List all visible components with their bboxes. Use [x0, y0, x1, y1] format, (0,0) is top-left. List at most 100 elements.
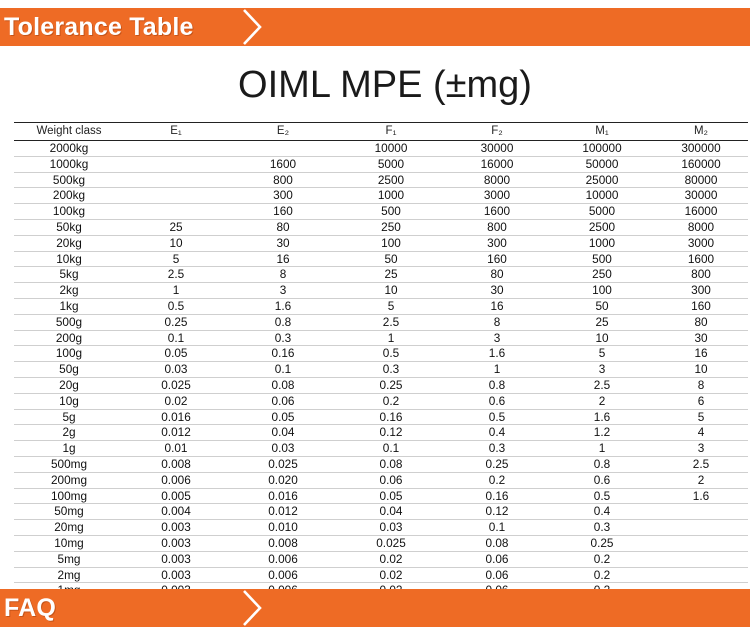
tolerance-cell: 0.16: [485, 488, 509, 503]
table-row: 200kg 300 1000 3000 10000 30000: [14, 187, 748, 203]
table-row: 200g 0.1 0.3 1 3 10 30: [14, 329, 748, 346]
tolerance-cell: 0.05: [164, 346, 188, 361]
tolerance-cell: 0.02: [164, 393, 188, 408]
weight-class-cell: 20g: [59, 377, 79, 392]
tolerance-cell: 0.025: [376, 535, 406, 550]
faq-banner: FAQ: [0, 589, 750, 627]
weight-class-cell: 50kg: [56, 219, 82, 234]
tolerance-cell: [654, 536, 748, 551]
tolerance-cell: 0.04: [271, 425, 295, 440]
tolerance-cell: 0.020: [268, 472, 298, 487]
tolerance-cell: 4: [697, 425, 705, 440]
tolerance-cell: 1000: [588, 235, 616, 250]
tolerance-cell: 8000: [687, 219, 715, 234]
tolerance-cell: 1: [598, 441, 606, 456]
tolerance-cell: 160: [487, 251, 507, 266]
tolerance-cell: 2.5: [692, 456, 710, 471]
weight-class-cell: 10g: [59, 393, 79, 408]
weight-class-cell: 200g: [55, 330, 83, 345]
tolerance-cell: 2: [598, 393, 606, 408]
tolerance-cell: 0.1: [274, 362, 292, 377]
tolerance-cell: 16000: [480, 156, 514, 171]
tolerance-cell: 30: [694, 330, 708, 345]
tolerance-cell: [228, 141, 338, 156]
tolerance-cell: 80: [490, 267, 504, 282]
tolerance-cell: 0.05: [379, 488, 403, 503]
weight-class-cell: 1kg: [59, 298, 79, 313]
column-header: M₁: [595, 125, 609, 137]
tolerance-cell: 0.2: [593, 551, 611, 566]
tolerance-cell: 0.1: [382, 441, 400, 456]
tolerance-cell: 0.8: [488, 377, 506, 392]
tolerance-cell: 5: [387, 298, 395, 313]
tolerance-cell: 0.12: [485, 504, 509, 519]
tolerance-cell: 10000: [374, 141, 408, 155]
tolerance-cell: 0.03: [271, 441, 295, 456]
table-row: 20kg 10 30 100 300 1000 3000: [14, 234, 748, 251]
tolerance-cell: 0.012: [161, 425, 191, 440]
page-title: OIML MPE (±mg): [238, 64, 532, 106]
tolerance-cell: 0.012: [268, 504, 298, 519]
banner-title: FAQ: [4, 594, 56, 622]
tolerance-cell: 0.006: [268, 567, 298, 582]
weight-class-cell: 20mg: [54, 520, 84, 535]
tolerance-cell: 0.016: [268, 488, 298, 503]
tolerance-cell: 0.008: [268, 535, 298, 550]
tolerance-cell: 0.25: [379, 377, 403, 392]
tolerance-cell: 0.25: [164, 314, 188, 329]
tolerance-cell: 1.2: [593, 425, 611, 440]
tolerance-cell: 25000: [585, 172, 619, 187]
tolerance-cell: 100: [381, 235, 401, 250]
table-row: 20g 0.025 0.08 0.25 0.8 2.5 8: [14, 376, 748, 393]
table-row: 500kg 800 2500 8000 25000 80000: [14, 171, 748, 188]
tolerance-cell: 0.2: [382, 393, 400, 408]
tolerance-cell: [124, 173, 228, 188]
table-row: 2000kg 10000 30000 100000 300000: [14, 141, 748, 156]
tolerance-cell: 3: [279, 283, 287, 298]
chevron-right-icon: [243, 590, 262, 626]
weight-class-cell: 2000kg: [49, 141, 89, 155]
tolerance-cell: 0.008: [161, 456, 191, 471]
weight-class-cell: 200kg: [52, 188, 86, 203]
table-row: 50mg 0.004 0.012 0.04 0.12 0.4: [14, 503, 748, 519]
weight-class-cell: 1000kg: [49, 156, 89, 171]
tolerance-cell: [124, 157, 228, 172]
table-row: 5kg 2.5 8 25 80 250 800: [14, 266, 748, 282]
tolerance-cell: 1.6: [692, 488, 710, 503]
table-row: 10mg 0.003 0.008 0.025 0.08 0.25: [14, 534, 748, 551]
tolerance-cell: 160000: [681, 156, 721, 171]
tolerance-cell: 1: [387, 330, 395, 345]
tolerance-cell: 0.06: [485, 551, 509, 566]
tolerance-cell: 0.8: [593, 456, 611, 471]
tolerance-cell: 160: [273, 204, 293, 219]
tolerance-cell: 3: [493, 330, 501, 345]
tolerance-cell: 100000: [582, 141, 622, 155]
weight-class-cell: 500mg: [50, 456, 88, 471]
weight-class-cell: 50g: [59, 362, 79, 377]
tolerance-cell: 25: [595, 314, 609, 329]
tolerance-cell: 0.003: [161, 535, 191, 550]
tolerance-cell: 0.003: [161, 520, 191, 535]
table-row: 50g 0.03 0.1 0.3 1 3 10: [14, 361, 748, 377]
banner-title: Tolerance Table: [4, 13, 194, 41]
weight-class-cell: 100kg: [52, 204, 86, 219]
tolerance-cell: 500: [381, 204, 401, 219]
table-row: 2kg 1 3 10 30 100 300: [14, 282, 748, 298]
tolerance-cell: 0.02: [379, 567, 403, 582]
tolerance-cell: 0.08: [271, 377, 295, 392]
tolerance-cell: 25: [384, 267, 398, 282]
table-row: 1000kg 1600 5000 16000 50000 160000: [14, 155, 748, 172]
tolerance-cell: 1600: [269, 156, 297, 171]
table-row: 20mg 0.003 0.010 0.03 0.1 0.3: [14, 519, 748, 535]
tolerance-cell: 0.003: [161, 551, 191, 566]
tolerance-cell: 800: [487, 219, 507, 234]
tolerance-cell: 800: [273, 172, 293, 187]
tolerance-cell: 0.05: [271, 409, 295, 424]
tolerance-cell: 1.6: [488, 346, 506, 361]
tolerance-cell: 0.2: [488, 472, 506, 487]
tolerance-cell: 16: [490, 298, 504, 313]
tolerance-cell: 0.01: [164, 441, 188, 456]
column-header: F₁: [385, 125, 397, 137]
table-row: 50kg 25 80 250 800 2500 8000: [14, 218, 748, 235]
tolerance-cell: 2.5: [167, 267, 185, 282]
